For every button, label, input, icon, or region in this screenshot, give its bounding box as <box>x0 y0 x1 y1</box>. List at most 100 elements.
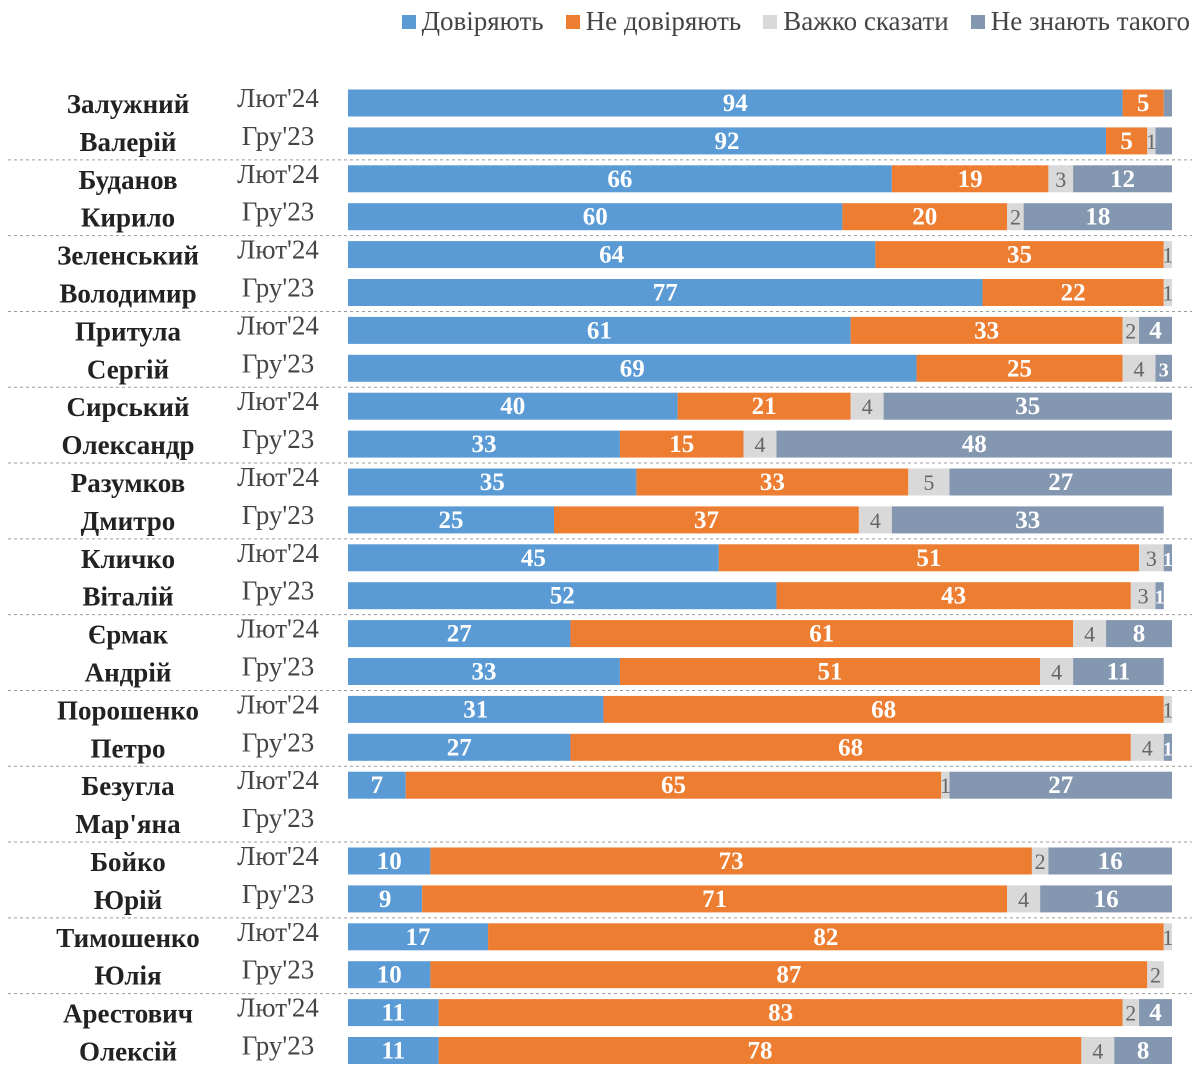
legend-label-trust: Довіряють <box>421 6 544 36</box>
data-label-dont-know: 4 <box>1149 317 1162 344</box>
data-label-distrust: 51 <box>818 659 843 686</box>
bar-segment-hard-to-say <box>858 506 892 534</box>
data-label-trust: 33 <box>471 659 496 686</box>
data-label-trust: 9 <box>379 886 392 913</box>
legend-swatch-trust <box>401 14 416 29</box>
person-first-name: Володимир <box>59 279 196 309</box>
period-label: Гру'23 <box>242 424 314 454</box>
data-label-trust: 77 <box>653 280 678 307</box>
data-label-distrust: 33 <box>760 469 785 496</box>
bar-segment-dont-know <box>1040 885 1172 913</box>
bar-segment-distrust <box>430 961 1148 989</box>
data-label-trust: 10 <box>377 848 402 875</box>
data-label-distrust: 68 <box>871 696 896 723</box>
data-label-trust: 45 <box>521 545 546 572</box>
bar-segment-trust <box>348 279 983 306</box>
person-surname: Безугла <box>81 771 175 801</box>
period-label: Гру'23 <box>242 803 314 833</box>
bar-segment-hard-to-say <box>1073 620 1107 648</box>
period-label: Лют'24 <box>237 310 319 340</box>
data-label-hard-to-say: 4 <box>1084 622 1095 647</box>
data-label-hard-to-say: 1 <box>1146 129 1157 154</box>
data-label-distrust: 82 <box>813 924 838 951</box>
person-surname: Залужний <box>67 89 190 119</box>
bar-segment-trust <box>348 582 777 610</box>
data-label-hard-to-say: 4 <box>1051 660 1062 685</box>
legend-item-dont-know: Не знають такого <box>970 6 1190 37</box>
data-label-trust: 92 <box>715 128 740 155</box>
data-label-dont-know: 16 <box>1094 886 1119 913</box>
person-surname: Зеленський <box>57 241 199 271</box>
period-label: Гру'23 <box>242 197 314 227</box>
bar-segment-distrust <box>619 430 744 458</box>
data-label-distrust: 25 <box>1007 355 1032 382</box>
person-surname: Бойко <box>90 847 166 877</box>
period-label: Лют'24 <box>237 235 319 265</box>
bar-segment-distrust <box>554 506 859 534</box>
bar-segment-dont-know <box>1023 203 1172 231</box>
bar-segment-hard-to-say <box>1130 582 1156 610</box>
bar-segment-distrust <box>438 999 1123 1027</box>
data-label-distrust: 20 <box>912 204 937 231</box>
bar-segment-trust <box>348 771 406 799</box>
legend-swatch-distrust <box>565 14 580 29</box>
bar-segment-dont-know <box>1073 165 1172 193</box>
data-label-distrust: 51 <box>916 545 941 572</box>
period-label: Гру'23 <box>242 348 314 378</box>
data-label-trust: 60 <box>583 204 608 231</box>
period-label: Лют'24 <box>237 83 319 113</box>
data-label-distrust: 19 <box>958 166 983 193</box>
bar-segment-distrust <box>570 620 1074 648</box>
data-label-hard-to-say: 4 <box>1134 356 1145 381</box>
data-label-dont-know: 1 <box>1155 587 1165 609</box>
bar-segment-dont-know <box>1155 127 1172 155</box>
bar-segment-distrust <box>430 847 1032 875</box>
period-label: Лют'24 <box>237 689 319 719</box>
data-label-hard-to-say: 1 <box>1162 243 1173 268</box>
bar-segment-hard-to-say <box>1139 544 1164 572</box>
person-first-name: Олександр <box>61 430 194 460</box>
bar-segment-dont-know <box>1139 316 1172 344</box>
bar-segment-dont-know <box>891 506 1164 534</box>
bar-segment-hard-to-say <box>1081 1037 1115 1064</box>
data-label-hard-to-say: 3 <box>1138 584 1149 609</box>
bar-segment-dont-know <box>949 468 1172 496</box>
data-label-trust: 66 <box>607 166 632 193</box>
bar-segment-trust <box>348 885 423 913</box>
bar-segment-distrust <box>603 695 1164 723</box>
data-label-distrust: 61 <box>809 621 834 648</box>
person-surname: Арестович <box>63 999 193 1029</box>
bar-segment-dont-know <box>1106 620 1172 648</box>
bar-segment-distrust <box>488 923 1164 951</box>
bar-segment-distrust <box>405 771 942 799</box>
data-label-dont-know: 27 <box>1048 772 1073 799</box>
period-label: Гру'23 <box>242 652 314 682</box>
data-label-dont-know: 27 <box>1048 469 1073 496</box>
data-label-hard-to-say: 3 <box>1055 167 1066 192</box>
bar-segment-distrust <box>636 468 909 496</box>
data-label-dont-know: 4 <box>1149 1000 1162 1027</box>
person-first-name: Петро <box>90 733 165 763</box>
data-label-distrust: 33 <box>974 317 999 344</box>
person-first-name: Віталій <box>82 582 173 612</box>
data-label-hard-to-say: 4 <box>1018 887 1029 912</box>
data-label-trust: 11 <box>382 1038 406 1065</box>
bar-segment-hard-to-say <box>1007 885 1041 913</box>
person-surname: Сирський <box>66 392 189 422</box>
bar-segment-trust <box>348 468 637 496</box>
data-label-hard-to-say: 5 <box>923 470 934 495</box>
period-label: Лют'24 <box>237 159 319 189</box>
legend-swatch-dont-know <box>970 14 985 29</box>
bar-segment-trust <box>348 89 1123 117</box>
data-label-dont-know: 1 <box>1163 738 1173 760</box>
bar-segment-dont-know <box>1114 1037 1172 1064</box>
legend-item-distrust: Не довіряють <box>565 6 741 37</box>
data-label-distrust: 15 <box>669 431 694 458</box>
person-surname: Єрмак <box>88 620 169 650</box>
bar-segment-distrust <box>875 241 1164 269</box>
bar-segment-trust <box>348 392 678 420</box>
bar-segment-hard-to-say <box>1147 961 1164 989</box>
period-label: Лют'24 <box>237 917 319 947</box>
data-label-hard-to-say: 4 <box>1142 735 1153 760</box>
data-label-hard-to-say: 2 <box>1125 1001 1136 1026</box>
